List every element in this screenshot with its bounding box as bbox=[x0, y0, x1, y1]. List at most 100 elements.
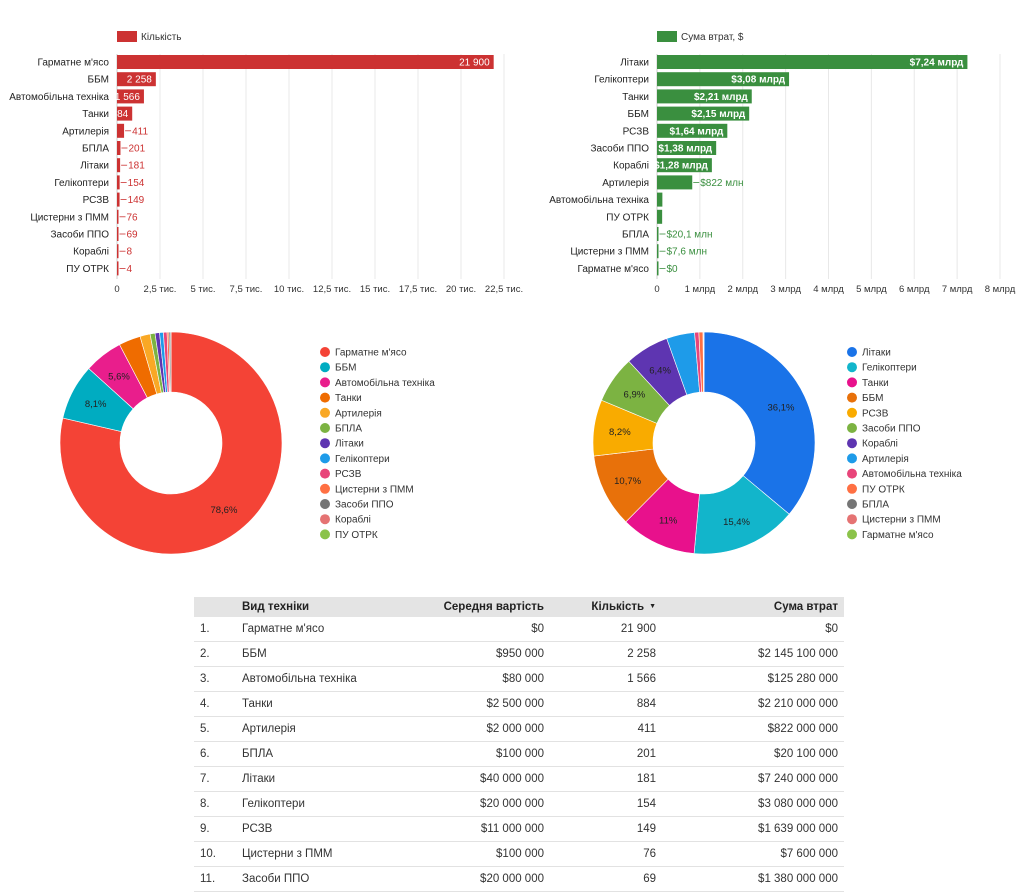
count-header[interactable]: Кількість▼ bbox=[550, 597, 662, 617]
bar bbox=[117, 227, 119, 241]
row-name: Гелікоптери bbox=[236, 792, 388, 817]
sort-desc-icon[interactable]: ▼ bbox=[649, 603, 656, 610]
legend-label: Гарматне м'ясо bbox=[335, 348, 407, 359]
x-tick-label: 15 тис. bbox=[360, 284, 390, 295]
row-count: 154 bbox=[550, 792, 662, 817]
index-header bbox=[194, 597, 236, 617]
legend-marker bbox=[847, 484, 857, 494]
legend-marker bbox=[320, 453, 330, 463]
legend-marker bbox=[320, 377, 330, 387]
legend-label: Літаки bbox=[862, 348, 891, 359]
legend-label: Танки bbox=[862, 378, 889, 389]
category-label: Гарматне м'ясо bbox=[577, 264, 649, 275]
table-header-row: Вид техніки Середня вартість Кількість▼ … bbox=[194, 597, 844, 617]
category-label: ПУ ОТРК bbox=[66, 264, 109, 275]
data-label: 1 566 bbox=[115, 92, 140, 103]
x-tick-label: 8 млрд bbox=[985, 284, 1016, 295]
legend-label: Цистерни з ПММ bbox=[862, 515, 941, 526]
row-avg-cost: $950 000 bbox=[388, 642, 550, 667]
legend-marker bbox=[320, 408, 330, 418]
row-count: 21 900 bbox=[550, 617, 662, 642]
losses-donut-chart: 36,1%15,4%11%10,7%8,2%6,9%6,4%ЛітакиГелі… bbox=[515, 320, 1031, 585]
legend-marker bbox=[320, 362, 330, 372]
legend-label: Кораблі bbox=[862, 438, 898, 450]
legend-label: БПЛА bbox=[862, 500, 889, 511]
bar bbox=[117, 210, 119, 224]
category-label: Гелікоптери bbox=[54, 178, 109, 189]
row-name: Артилерія bbox=[236, 717, 388, 742]
data-label: $1,38 млрд bbox=[658, 144, 712, 155]
x-tick-label: 4 млрд bbox=[813, 284, 844, 295]
avg-cost-header[interactable]: Середня вартість bbox=[388, 597, 550, 617]
row-total: $125 280 000 bbox=[662, 667, 844, 692]
legend-label: РСЗВ bbox=[335, 469, 362, 480]
x-tick-label: 10 тис. bbox=[274, 284, 304, 295]
bar bbox=[117, 244, 119, 258]
legend-label: Танки bbox=[335, 393, 362, 404]
slice-label: 6,9% bbox=[624, 390, 646, 401]
row-index: 6. bbox=[194, 742, 236, 767]
legend-label: Цистерни з ПММ bbox=[335, 484, 414, 495]
category-label: Засоби ППО bbox=[590, 143, 649, 155]
row-name: РСЗВ bbox=[236, 817, 388, 842]
bar bbox=[117, 141, 120, 155]
equipment-table: Вид техніки Середня вартість Кількість▼ … bbox=[194, 597, 844, 892]
row-name: Літаки bbox=[236, 767, 388, 792]
legend-label: Автомобільна техніка bbox=[862, 468, 962, 480]
category-label: БПЛА bbox=[82, 144, 109, 155]
category-label: РСЗВ bbox=[623, 126, 650, 137]
row-total: $1 639 000 000 bbox=[662, 817, 844, 842]
category-label: Цистерни з ПММ bbox=[570, 247, 649, 258]
category-label: ББМ bbox=[628, 109, 649, 120]
legend-swatch bbox=[657, 31, 677, 42]
x-tick-label: 7,5 тис. bbox=[230, 284, 263, 295]
data-label: $2,15 млрд bbox=[691, 109, 745, 120]
x-tick-label: 5 тис. bbox=[191, 284, 216, 295]
row-index: 8. bbox=[194, 792, 236, 817]
category-label: Гарматне м'ясо bbox=[37, 58, 109, 69]
x-tick-label: 1 млрд bbox=[685, 284, 716, 295]
legend-marker bbox=[320, 347, 330, 357]
category-label: Артилерія bbox=[602, 178, 649, 189]
data-label: 8 bbox=[127, 247, 133, 258]
row-total: $20 100 000 bbox=[662, 742, 844, 767]
data-label: $0 bbox=[667, 264, 679, 275]
data-label: $7,24 млрд bbox=[910, 58, 964, 69]
x-tick-label: 0 bbox=[114, 284, 119, 295]
legend-label: Кораблі bbox=[335, 514, 371, 526]
category-label: Літаки bbox=[80, 161, 109, 172]
data-label: 884 bbox=[112, 109, 129, 120]
pie-slice bbox=[704, 332, 815, 514]
bar bbox=[117, 158, 120, 172]
total-losses-header[interactable]: Сума втрат bbox=[662, 597, 844, 617]
row-name: ББМ bbox=[236, 642, 388, 667]
category-label: Гелікоптери bbox=[594, 75, 649, 86]
row-index: 2. bbox=[194, 642, 236, 667]
category-label: РСЗВ bbox=[83, 195, 110, 206]
data-label: 76 bbox=[127, 212, 139, 223]
data-label: 4 bbox=[127, 264, 133, 275]
x-tick-label: 6 млрд bbox=[899, 284, 930, 295]
row-count: 2 258 bbox=[550, 642, 662, 667]
legend-marker bbox=[847, 377, 857, 387]
row-avg-cost: $40 000 000 bbox=[388, 767, 550, 792]
row-total: $2 145 100 000 bbox=[662, 642, 844, 667]
row-total: $2 210 000 000 bbox=[662, 692, 844, 717]
legend-marker bbox=[320, 484, 330, 494]
legend-marker bbox=[847, 408, 857, 418]
slice-label: 36,1% bbox=[768, 402, 795, 413]
row-avg-cost: $100 000 bbox=[388, 742, 550, 767]
name-header[interactable]: Вид техніки bbox=[236, 597, 388, 617]
